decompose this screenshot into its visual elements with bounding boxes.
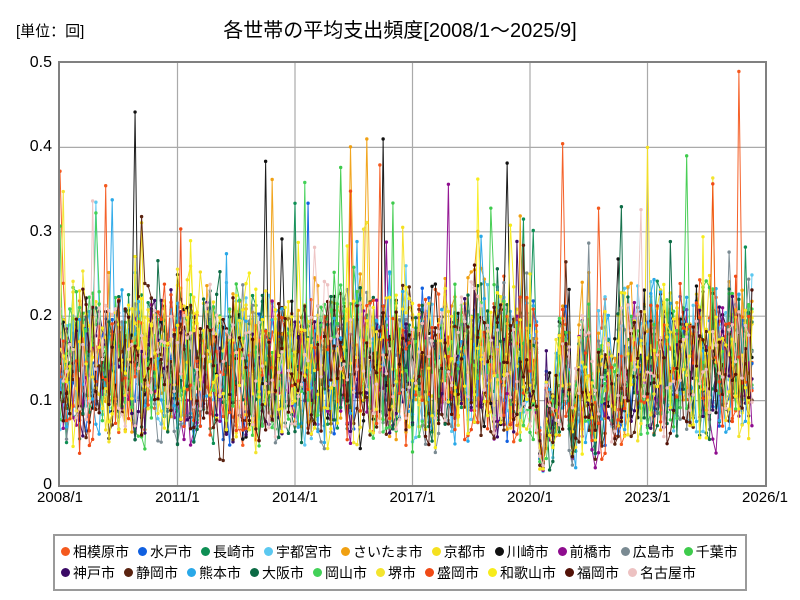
legend-item-岡山市[interactable]: 岡山市 [313, 566, 367, 580]
legend-marker-icon [187, 568, 196, 577]
legend-label: 京都市 [443, 543, 486, 560]
legend-label: 千葉市 [695, 543, 738, 560]
x-tick-label: 2008/1 [37, 489, 83, 506]
unit-label: [単位：回] [16, 23, 85, 40]
legend-label: 盛岡市 [437, 564, 479, 581]
legend-item-千葉市[interactable]: 千葉市 [683, 543, 738, 560]
legend-marker-icon [264, 547, 273, 556]
y-tick-label: 0.5 [29, 54, 52, 71]
legend-label: さいたま市 [353, 543, 423, 560]
chart-title: 各世帯の平均支出頻度[2008/1～2025/9] [223, 20, 577, 42]
chart-svg [60, 63, 765, 485]
legend-marker-icon [376, 568, 385, 577]
x-tick-label: 2014/1 [272, 489, 318, 506]
legend-item-宇都宮市[interactable]: 宇都宮市 [264, 545, 332, 559]
y-axis: 0 0.1 0.2 0.3 0.4 0.5 [0, 54, 52, 493]
x-tick-label: 2020/1 [507, 489, 553, 506]
legend-label: 大阪市 [262, 564, 304, 581]
y-tick-label: 0.4 [29, 138, 52, 156]
legend-item-和歌山市[interactable]: 和歌山市 [488, 566, 556, 580]
legend-label: 神戸市 [73, 564, 115, 581]
plot-wrap [58, 61, 767, 487]
legend-label: 川崎市 [506, 543, 549, 560]
series-名古屋市 [60, 199, 754, 467]
legend-label: 宇都宮市 [276, 543, 332, 560]
x-tick-label: 2011/1 [155, 489, 200, 506]
legend-item-盛岡市[interactable]: 盛岡市 [425, 566, 479, 580]
legend-marker-icon [61, 547, 70, 556]
legend-marker-icon [628, 568, 637, 577]
legend-item-さいたま市[interactable]: さいたま市 [341, 545, 423, 559]
x-tick-label: 2026/1 [742, 489, 788, 506]
legend-item-川崎市[interactable]: 川崎市 [494, 543, 549, 560]
legend-label: 水戸市 [150, 543, 192, 560]
legend-marker-icon [620, 547, 630, 556]
legend-label: 名古屋市 [640, 564, 696, 581]
series-福岡市 [60, 263, 754, 467]
legend-label: 長崎市 [213, 543, 255, 560]
legend-label: 熊本市 [199, 564, 241, 581]
y-tick-label: 0.2 [29, 307, 52, 325]
legend-marker-icon [313, 568, 322, 577]
legend-row-1: 相模原市 水戸市 長崎市 宇都宮市 さいたま市 京都市 川崎市 前橋市 広島市 千葉市 [61, 541, 739, 562]
legend-marker-icon [138, 547, 147, 556]
legend-marker-icon [565, 568, 574, 577]
legend-label: 前橋市 [569, 543, 612, 560]
legend-label: 堺市 [388, 564, 416, 581]
legend-marker-icon [488, 568, 497, 577]
legend-marker-icon [124, 568, 133, 577]
x-tick-label: 2017/1 [389, 489, 436, 506]
legend-item-熊本市[interactable]: 熊本市 [187, 566, 241, 580]
y-tick-label: 0.1 [29, 391, 52, 409]
legend-item-前橋市[interactable]: 前橋市 [557, 543, 612, 560]
y-tick-label: 0 [43, 476, 52, 493]
legend-item-長崎市[interactable]: 長崎市 [201, 545, 255, 559]
legend-item-神戸市[interactable]: 神戸市 [61, 566, 115, 580]
legend-item-堺市[interactable]: 堺市 [376, 566, 416, 580]
chart-legend: 相模原市 水戸市 長崎市 宇都宮市 さいたま市 京都市 川崎市 前橋市 広島市 千葉市 神戸市 静岡… [53, 534, 747, 591]
legend-marker-icon [683, 547, 693, 556]
legend-item-名古屋市[interactable]: 名古屋市 [628, 566, 696, 580]
legend-item-水戸市[interactable]: 水戸市 [138, 545, 192, 559]
legend-item-京都市[interactable]: 京都市 [431, 543, 486, 560]
legend-label: 福岡市 [577, 564, 619, 581]
legend-marker-icon [494, 547, 504, 556]
y-tick-label: 0.3 [29, 222, 52, 240]
legend-label: 相模原市 [73, 543, 129, 560]
legend-marker-icon [250, 568, 259, 577]
legend-item-相模原市[interactable]: 相模原市 [61, 545, 129, 559]
legend-item-大阪市[interactable]: 大阪市 [250, 566, 304, 580]
legend-marker-icon [425, 568, 434, 577]
legend-marker-icon [557, 547, 567, 556]
legend-label: 静岡市 [136, 564, 178, 581]
plot-area [58, 61, 767, 487]
legend-row-2: 神戸市 静岡市 熊本市 大阪市 岡山市 堺市 盛岡市 和歌山市 福岡市 名古屋市 [61, 562, 739, 583]
x-axis: 2008/1 2011/1 2014/1 2017/1 2020/1 2023/1 2026… [0, 489, 800, 515]
legend-item-静岡市[interactable]: 静岡市 [124, 566, 178, 580]
legend-item-福岡市[interactable]: 福岡市 [565, 566, 619, 580]
legend-label: 広島市 [632, 543, 675, 560]
x-tick-label: 2023/1 [624, 489, 671, 506]
legend-marker-icon [61, 568, 70, 577]
legend-label: 岡山市 [325, 564, 367, 581]
legend-marker-icon [341, 547, 350, 556]
legend-marker-icon [201, 547, 210, 556]
legend-label: 和歌山市 [500, 564, 556, 581]
legend-item-広島市[interactable]: 広島市 [620, 543, 675, 560]
legend-marker-icon [431, 547, 441, 556]
